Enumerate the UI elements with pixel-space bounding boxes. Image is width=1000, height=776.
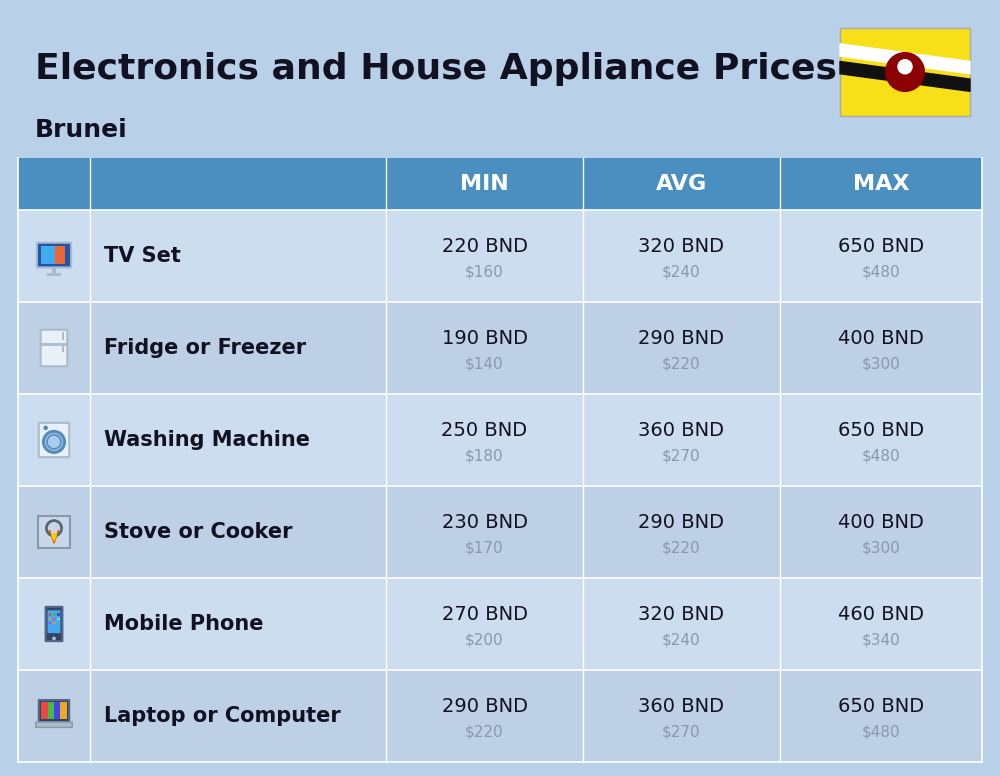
Text: 270 BND: 270 BND	[442, 605, 528, 623]
Bar	[41, 702, 48, 719]
Bar	[18, 302, 982, 394]
Bar	[53, 613, 56, 616]
Text: $270: $270	[662, 725, 701, 740]
Text: Mobile Phone: Mobile Phone	[104, 614, 264, 634]
Bar	[18, 158, 982, 210]
Bar	[53, 618, 56, 620]
Text: 230 BND: 230 BND	[442, 512, 528, 532]
Text: $300: $300	[862, 541, 900, 556]
Text: $340: $340	[862, 632, 900, 647]
Text: $170: $170	[465, 541, 504, 556]
Text: $160: $160	[465, 265, 504, 279]
Bar	[55, 246, 65, 264]
Bar	[53, 622, 56, 625]
Text: 400 BND: 400 BND	[838, 328, 924, 348]
Text: $180: $180	[465, 449, 504, 463]
Text: 360 BND: 360 BND	[639, 697, 724, 715]
Bar	[57, 618, 60, 620]
Bar	[41, 702, 67, 719]
FancyBboxPatch shape	[48, 610, 60, 633]
Text: 190 BND: 190 BND	[442, 328, 528, 348]
Text: Laptop or Computer: Laptop or Computer	[104, 706, 341, 726]
Bar	[18, 394, 982, 486]
Text: $240: $240	[662, 265, 701, 279]
Text: Washing Machine: Washing Machine	[104, 430, 310, 450]
Bar	[57, 613, 60, 616]
Text: $480: $480	[862, 449, 900, 463]
FancyBboxPatch shape	[41, 330, 67, 366]
Text: 290 BND: 290 BND	[639, 328, 724, 348]
Bar	[62, 332, 64, 341]
Bar	[60, 702, 67, 719]
Text: $240: $240	[662, 632, 701, 647]
Polygon shape	[51, 534, 57, 540]
Bar	[54, 702, 60, 719]
Text: 650 BND: 650 BND	[838, 697, 924, 715]
Circle shape	[886, 53, 924, 92]
Text: 320 BND: 320 BND	[639, 237, 724, 255]
Circle shape	[43, 425, 48, 430]
Text: $270: $270	[662, 449, 701, 463]
Bar	[18, 210, 982, 302]
FancyBboxPatch shape	[46, 607, 62, 641]
Text: $480: $480	[862, 265, 900, 279]
Text: $300: $300	[862, 356, 900, 372]
Bar	[62, 346, 64, 352]
Circle shape	[47, 435, 61, 449]
Bar	[47, 273, 61, 275]
FancyBboxPatch shape	[39, 700, 69, 722]
Text: MIN: MIN	[460, 174, 509, 194]
FancyBboxPatch shape	[36, 722, 72, 727]
Text: 320 BND: 320 BND	[639, 605, 724, 623]
Text: 650 BND: 650 BND	[838, 421, 924, 439]
Bar	[840, 28, 970, 116]
Text: MAX: MAX	[853, 174, 909, 194]
Polygon shape	[840, 43, 970, 74]
Text: Fridge or Freezer: Fridge or Freezer	[104, 338, 306, 358]
Text: Electronics and House Appliance Prices: Electronics and House Appliance Prices	[35, 52, 837, 86]
Bar	[49, 618, 51, 620]
Text: $220: $220	[662, 356, 701, 372]
Bar	[52, 268, 56, 274]
Bar	[49, 613, 51, 616]
Bar	[18, 578, 982, 670]
Text: $220: $220	[465, 725, 504, 740]
Bar	[41, 246, 58, 264]
Text: 290 BND: 290 BND	[639, 512, 724, 532]
Text: $140: $140	[465, 356, 504, 372]
Circle shape	[43, 431, 65, 452]
Text: 360 BND: 360 BND	[639, 421, 724, 439]
Text: Stove or Cooker: Stove or Cooker	[104, 522, 292, 542]
Bar	[48, 702, 54, 719]
Text: $200: $200	[465, 632, 504, 647]
Text: 400 BND: 400 BND	[838, 512, 924, 532]
FancyBboxPatch shape	[37, 243, 71, 268]
Circle shape	[898, 60, 912, 74]
Bar	[49, 622, 51, 625]
Text: $480: $480	[862, 725, 900, 740]
Bar	[18, 670, 982, 762]
Text: 290 BND: 290 BND	[442, 697, 528, 715]
Bar	[18, 486, 982, 578]
Polygon shape	[840, 61, 970, 92]
Text: 220 BND: 220 BND	[442, 237, 528, 255]
Polygon shape	[49, 530, 59, 543]
Text: 460 BND: 460 BND	[838, 605, 924, 623]
Text: TV Set: TV Set	[104, 246, 181, 266]
Circle shape	[52, 636, 56, 640]
FancyBboxPatch shape	[38, 516, 70, 548]
Text: 650 BND: 650 BND	[838, 237, 924, 255]
Text: 250 BND: 250 BND	[441, 421, 528, 439]
Text: $220: $220	[662, 541, 701, 556]
Text: AVG: AVG	[656, 174, 707, 194]
Text: Brunei: Brunei	[35, 118, 128, 142]
FancyBboxPatch shape	[39, 423, 69, 457]
